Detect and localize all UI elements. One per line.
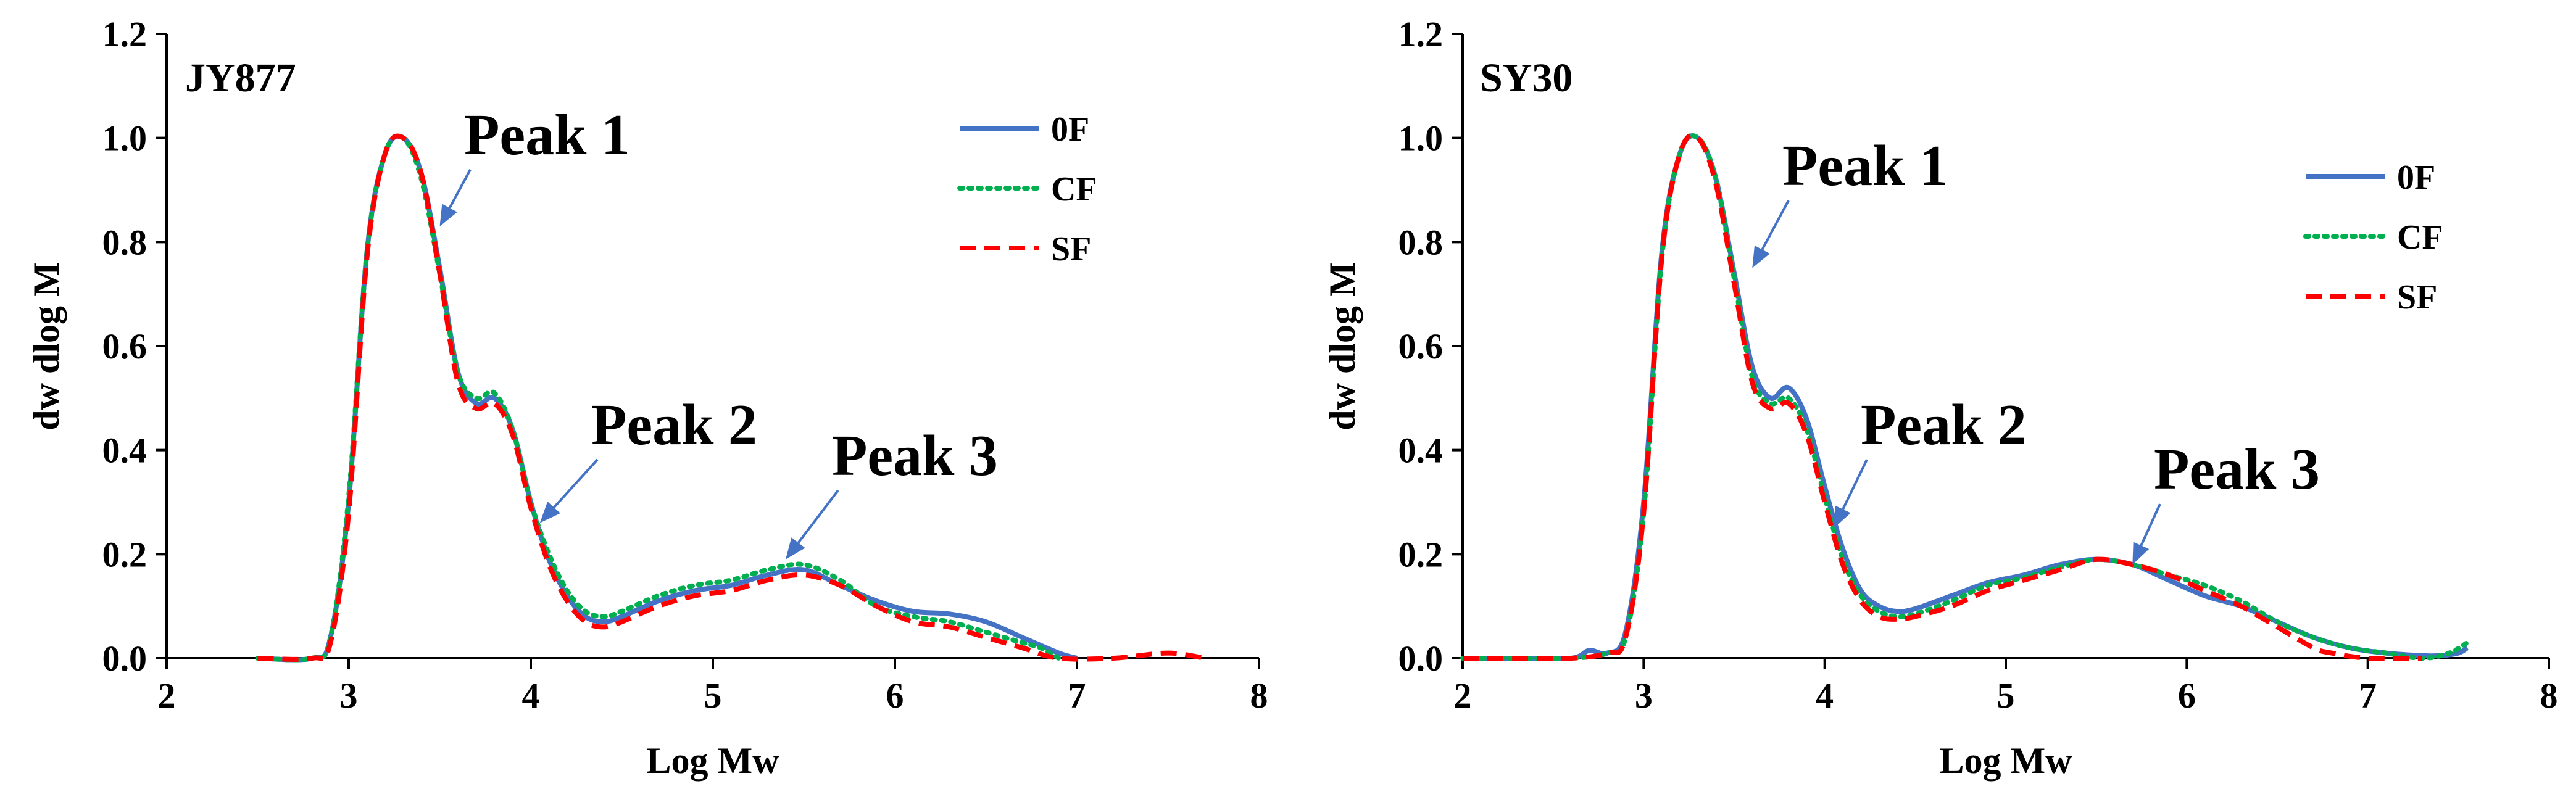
peak-arrow-head-1 <box>439 204 457 226</box>
peak-annotation-3: Peak 3 <box>832 424 998 488</box>
x-tick-label: 4 <box>1816 675 1834 716</box>
legend-label-cf: CF <box>1051 170 1097 209</box>
x-tick-label: 8 <box>2540 675 2558 716</box>
legend-label-sf: SF <box>2397 278 2437 316</box>
peak-annotation-1: Peak 1 <box>464 103 630 167</box>
y-tick-label: 0.0 <box>1398 638 1444 679</box>
x-tick-label: 2 <box>158 675 176 716</box>
x-tick-label: 2 <box>1454 675 1472 716</box>
x-tick-label: 3 <box>1635 675 1653 716</box>
peak-annotation-3: Peak 3 <box>2154 437 2320 502</box>
peak-annotation-2: Peak 2 <box>1861 393 2027 457</box>
panel-title: SY30 <box>1480 56 1573 101</box>
y-tick-label: 0.8 <box>1398 222 1444 262</box>
peak-arrow-line-1 <box>1761 200 1790 250</box>
y-tick-label: 0.4 <box>102 431 147 471</box>
peak-arrow-head-3 <box>786 537 805 560</box>
peak-arrow-head-2 <box>539 502 560 523</box>
legend-label-0f: 0F <box>2397 159 2435 197</box>
y-tick-label: 0.0 <box>102 638 147 679</box>
x-tick-label: 3 <box>340 675 358 716</box>
peak-arrow-head-2 <box>1834 505 1851 529</box>
y-axis-label: dw dlog M <box>26 262 67 430</box>
x-tick-label: 8 <box>1250 675 1268 716</box>
x-tick-label: 4 <box>522 675 540 716</box>
x-axis-label: Log Mw <box>1940 740 2073 781</box>
y-tick-label: 1.2 <box>1398 14 1444 54</box>
peak-arrow-line-2 <box>553 458 599 508</box>
peak-annotation-1: Peak 1 <box>1782 134 1948 198</box>
legend-label-cf: CF <box>2397 218 2443 257</box>
panel-sy30: 0.0 0.2 0.4 0.6 0.8 1.0 1.2 2 3 4 5 6 7 8 Log Mw dw dlo… <box>1322 14 2558 781</box>
x-tick-label: 7 <box>2359 675 2377 716</box>
series-line-sf <box>1462 133 2422 661</box>
panel-jy877: 0.0 0.2 0.4 0.6 0.8 1.0 1.2 2 3 4 5 6 7 8 Log Mw dw dlo… <box>26 14 1268 781</box>
peak-arrow-line-1 <box>448 169 472 209</box>
x-tick-label: 7 <box>1068 675 1086 716</box>
series-line-sf <box>257 133 1205 662</box>
y-tick-label: 1.0 <box>102 118 147 159</box>
y-tick-label: 0.8 <box>102 222 147 262</box>
y-axis-label: dw dlog M <box>1322 262 1363 430</box>
peak-arrow-head-3 <box>2132 542 2150 565</box>
x-tick-label: 6 <box>886 675 904 716</box>
peak-arrow-line-3 <box>2140 503 2161 547</box>
y-tick-label: 0.4 <box>1398 431 1444 471</box>
legend-label-sf: SF <box>1051 230 1091 268</box>
y-tick-label: 1.0 <box>1398 118 1444 159</box>
y-tick-label: 0.6 <box>102 326 147 366</box>
y-tick-label: 1.2 <box>102 14 147 54</box>
y-tick-label: 0.2 <box>102 534 147 574</box>
peak-arrow-head-1 <box>1752 245 1770 268</box>
x-tick-label: 5 <box>1997 675 2015 716</box>
x-tick-label: 5 <box>704 675 722 716</box>
legend-label-0f: 0F <box>1051 110 1089 149</box>
panel-title: JY877 <box>185 56 296 101</box>
peak-arrow-line-2 <box>1842 459 1868 510</box>
peak-annotation-2: Peak 2 <box>591 393 757 457</box>
x-axis-label: Log Mw <box>647 740 780 781</box>
y-tick-label: 0.6 <box>1398 326 1444 366</box>
y-tick-label: 0.2 <box>1398 534 1444 574</box>
x-tick-label: 6 <box>2178 675 2196 716</box>
peak-arrow-line-3 <box>797 489 839 543</box>
